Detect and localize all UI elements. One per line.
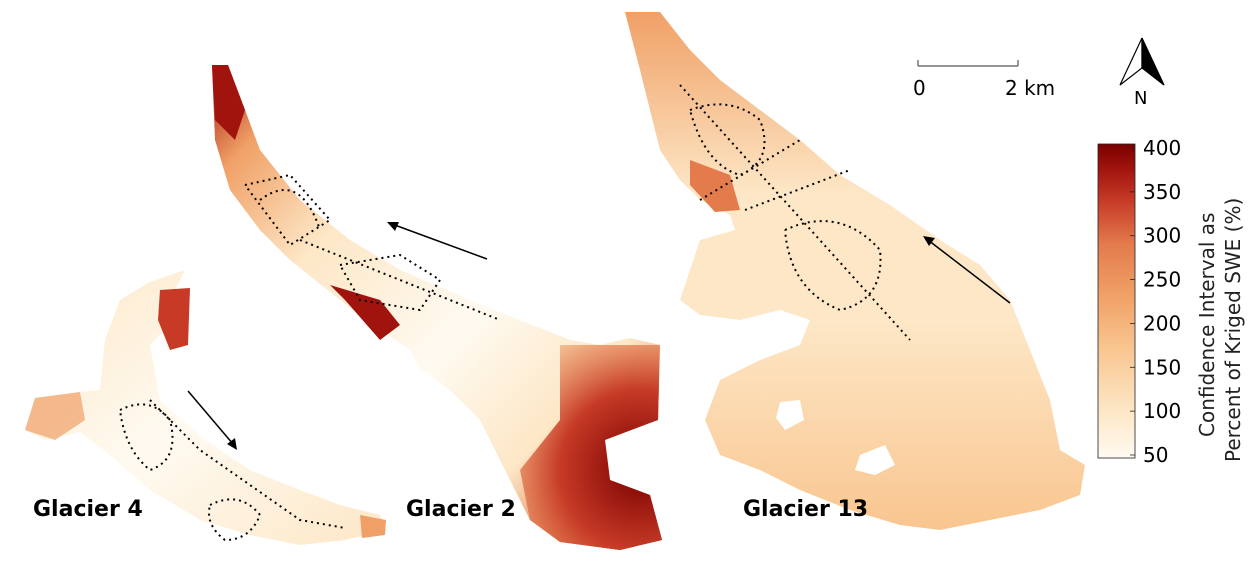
colorbar-tick-label: 200: [1143, 311, 1181, 335]
colorbar-tick-label: 250: [1143, 268, 1181, 292]
glacier-2-corner-high: [520, 345, 662, 550]
glacier-13-flow-arrow: [927, 239, 1011, 304]
glacier-4-label: Glacier 4: [33, 497, 143, 522]
glacier-13: [625, 12, 1085, 530]
glacier-2-survey-track: [244, 173, 501, 321]
glacier-2-outline: [212, 65, 662, 550]
glacier-4-flow-arrow: [187, 390, 234, 445]
glacier-4-west-tongue: [25, 392, 85, 440]
colorbar-ticks: 400 350 300 250 200 150 100 50: [1130, 136, 1181, 467]
glacier-4-survey-track: [119, 399, 346, 542]
glacier-2-flow-arrow: [391, 223, 488, 260]
scale-bar-start-label: 0: [913, 76, 926, 100]
colorbar-title-line2: Percent of Kriged SWE (%): [1221, 198, 1245, 462]
colorbar-tick-label: 350: [1143, 180, 1181, 204]
glacier-2-flow-arrowhead: [387, 222, 399, 231]
glacier-4-flow-arrowhead: [227, 438, 237, 450]
scale-bar-end-label: 2 km: [1005, 76, 1055, 100]
colorbar-tick-label: 300: [1143, 224, 1181, 248]
north-arrow-icon: N: [1119, 37, 1165, 109]
glacier-4: [25, 270, 386, 545]
glacier-13-hole-2: [855, 445, 895, 475]
glacier-13-label: Glacier 13: [743, 497, 868, 522]
glacier-4-snout: [360, 515, 386, 538]
glacier-13-hole-1: [776, 400, 804, 430]
glacier-13-outline: [625, 12, 1085, 530]
glacier-4-hotspot: [158, 288, 190, 350]
colorbar-tick-label: 100: [1143, 399, 1181, 423]
colorbar-tick-label: 400: [1143, 136, 1181, 160]
glacier-4-outline: [25, 270, 386, 545]
glacier-2-label: Glacier 2: [406, 497, 516, 522]
glacier-13-hotspot: [690, 160, 740, 212]
glacier-13-flow-arrowhead: [923, 236, 935, 246]
north-label: N: [1134, 88, 1147, 109]
colorbar-gradient: [1097, 143, 1136, 459]
colorbar: 400 350 300 250 200 150 100 50 Confidence Inter…: [1097, 136, 1245, 467]
colorbar-tick-label: 50: [1143, 443, 1168, 467]
glacier-2-south-edge: [330, 285, 400, 340]
glacier-2-head: [212, 65, 245, 140]
glacier-2: [212, 65, 662, 550]
scale-bar: 0 2 km: [913, 60, 1055, 100]
colorbar-title-line1: Confidence Interval as: [1195, 213, 1219, 437]
colorbar-tick-label: 150: [1143, 355, 1181, 379]
